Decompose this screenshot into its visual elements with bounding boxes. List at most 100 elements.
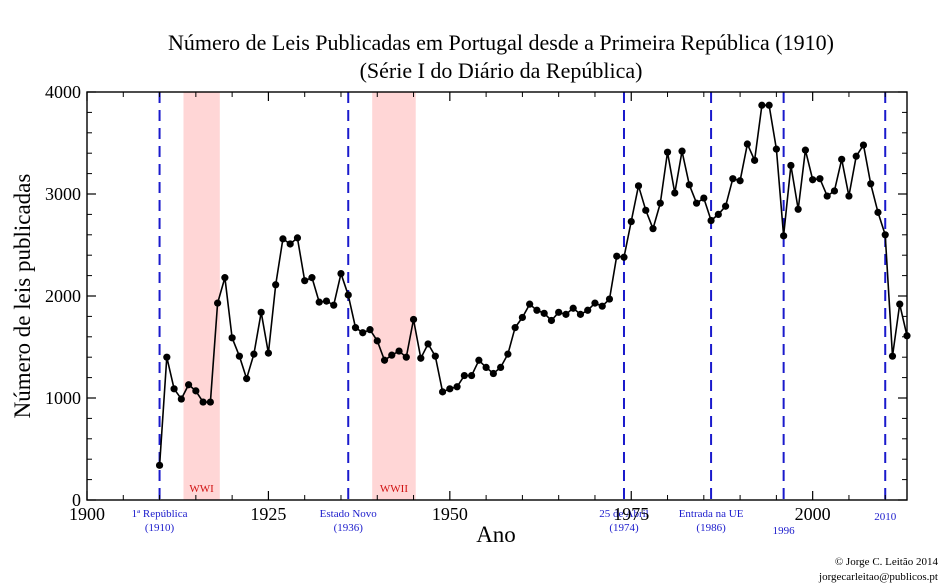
data-point-1936 <box>344 291 352 299</box>
data-point-1991 <box>743 140 751 148</box>
data-point-1983 <box>685 181 693 189</box>
axis-ticks: 1900 1925 1950 1975 2000 0 1000 2000 3000 4000 <box>45 82 907 524</box>
data-point-1917 <box>206 398 214 406</box>
event-label-line: (1986) <box>696 522 726 534</box>
data-point-1965 <box>555 308 563 316</box>
data-point-2003 <box>830 187 839 195</box>
data-point-1957 <box>497 363 505 371</box>
data-point-1961 <box>526 300 534 308</box>
data-point-1923 <box>250 350 258 358</box>
data-point-1969 <box>584 306 592 314</box>
data-point-1985 <box>700 194 708 202</box>
data-point-2007 <box>859 141 868 149</box>
data-point-1911 <box>163 353 171 361</box>
event-label-1986: Entrada na UE (1986) <box>679 508 744 534</box>
data-point-1960 <box>518 313 526 322</box>
war-bands: WWI WWII <box>183 92 416 500</box>
event-label-line: 2010 <box>874 511 897 523</box>
data-point-1945 <box>409 315 418 324</box>
data-point-2001 <box>816 175 824 183</box>
data-point-2006 <box>852 152 860 160</box>
data-point-1946 <box>417 354 425 362</box>
data-point-1959 <box>511 324 519 332</box>
data-point-1949 <box>438 388 447 396</box>
data-point-1999 <box>801 146 810 154</box>
y-tick-label-1000: 1000 <box>45 388 81 408</box>
data-point-1920 <box>228 334 236 342</box>
data-point-1952 <box>460 371 468 380</box>
data-point-1922 <box>243 375 251 383</box>
data-point-1989 <box>729 175 737 183</box>
data-point-1953 <box>468 371 476 380</box>
y-tick-label-4000: 4000 <box>45 82 81 102</box>
data-point-1979 <box>656 199 664 207</box>
data-point-1921 <box>235 352 243 360</box>
data-point-1958 <box>504 350 512 358</box>
data-point-1962 <box>533 306 541 314</box>
data-point-1990 <box>736 177 744 185</box>
chart-subtitle: (Série I do Diário da República) <box>360 58 643 83</box>
data-point-1986 <box>707 216 715 225</box>
data-point-1914 <box>184 381 193 389</box>
data-point-1975 <box>627 217 635 226</box>
data-point-1951 <box>453 383 461 391</box>
data-point-1970 <box>591 299 599 307</box>
data-point-1996 <box>780 232 788 240</box>
data-point-1947 <box>424 340 432 348</box>
data-point-2009 <box>874 208 882 216</box>
data-point-1995 <box>772 145 780 153</box>
x-tick-label-1975: 1975 <box>613 504 649 524</box>
data-point-1987 <box>714 210 722 218</box>
data-point-1931 <box>308 274 316 282</box>
x-tick-label-2000: 2000 <box>795 504 831 524</box>
data-point-1928 <box>286 240 294 248</box>
data-point-1963 <box>540 309 548 317</box>
event-label-2010: 2010 <box>874 511 897 523</box>
data-point-1943 <box>395 347 403 355</box>
data-point-2010 <box>881 231 889 239</box>
data-point-1982 <box>678 147 686 155</box>
x-axis-label: Ano <box>476 522 516 547</box>
data-point-2008 <box>867 180 875 188</box>
event-label-line: Estado Novo <box>320 508 378 520</box>
series-line <box>155 101 911 469</box>
chart-title: Número de Leis Publicadas em Portugal de… <box>168 30 834 55</box>
war-label-wwii: WWII <box>380 483 408 495</box>
data-point-1950 <box>446 385 454 393</box>
data-point-1978 <box>649 225 657 233</box>
data-point-1927 <box>279 235 287 243</box>
x-tick-label-1925: 1925 <box>250 504 286 524</box>
event-label-line: (1936) <box>334 522 364 534</box>
data-point-1930 <box>301 277 309 285</box>
event-label-line: 25 de Abril <box>599 508 649 520</box>
data-point-1940 <box>373 337 381 345</box>
data-point-1966 <box>562 310 570 318</box>
data-point-1941 <box>380 356 389 364</box>
data-point-1993 <box>758 101 766 109</box>
data-point-1912 <box>170 385 178 393</box>
data-point-1998 <box>794 205 802 213</box>
data-point-1992 <box>751 156 759 164</box>
data-point-1980 <box>663 148 672 156</box>
credit-line-2: jorgecarleitao@publicos.pt <box>818 571 938 583</box>
data-point-2011 <box>888 352 897 360</box>
data-point-1954 <box>475 356 483 364</box>
data-point-1973 <box>613 252 621 260</box>
data-point-1933 <box>322 297 331 305</box>
data-point-1929 <box>293 234 302 242</box>
war-band-wwii <box>372 92 416 500</box>
y-tick-label-0: 0 <box>72 490 81 510</box>
event-label-1974: 25 de Abril (1974) <box>599 508 649 534</box>
data-point-1981 <box>671 189 679 197</box>
x-tick-label-1950: 1950 <box>432 504 468 524</box>
x-tick-label-1900: 1900 <box>69 504 105 524</box>
data-point-1932 <box>315 298 323 306</box>
data-point-2012 <box>896 300 904 308</box>
data-point-1994 <box>765 101 773 109</box>
data-point-1974 <box>620 253 628 261</box>
event-label-line: 1996 <box>773 525 796 537</box>
data-point-1935 <box>337 269 345 278</box>
data-point-1972 <box>605 295 614 303</box>
series-polyline <box>158 104 908 466</box>
data-point-1968 <box>576 310 585 318</box>
